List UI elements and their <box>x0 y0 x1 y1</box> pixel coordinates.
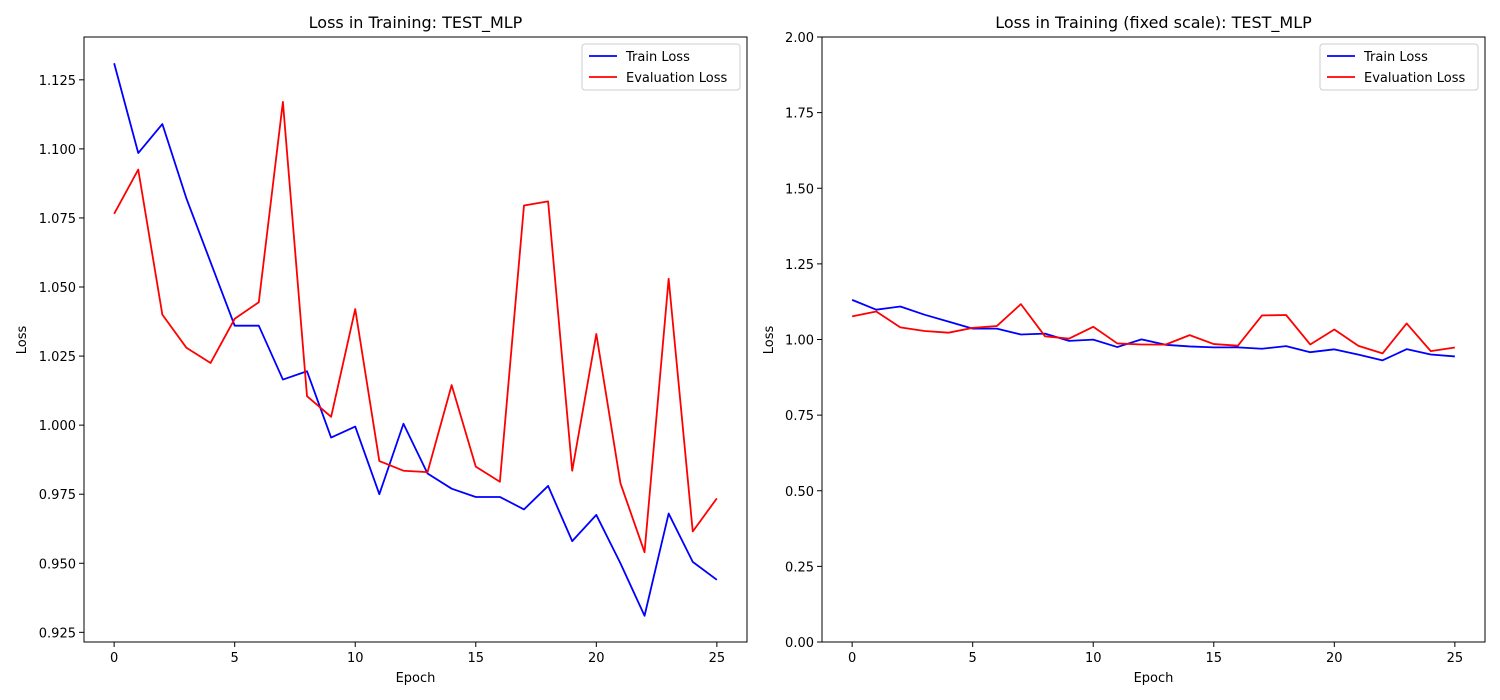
y-tick-label: 1.50 <box>785 182 814 197</box>
y-tick-label: 1.100 <box>39 143 76 158</box>
x-tick-label: 20 <box>1326 651 1343 666</box>
train-loss-line <box>113 63 718 617</box>
legend-label-train: Train Loss <box>1363 50 1428 65</box>
y-tick-label: 0.50 <box>785 485 814 500</box>
x-axis-label: Epoch <box>1134 671 1174 686</box>
y-tick-label: 1.000 <box>39 419 76 434</box>
y-tick-label: 1.075 <box>39 212 76 227</box>
y-tick-label: 1.75 <box>785 107 814 122</box>
plot-frame <box>821 36 1486 643</box>
y-tick-label: 2.00 <box>785 31 814 46</box>
y-tick-label: 1.025 <box>39 350 76 365</box>
x-tick-label: 20 <box>588 651 605 666</box>
y-tick-label: 1.050 <box>39 281 76 296</box>
x-tick-label: 0 <box>110 651 118 666</box>
y-tick-label: 0.950 <box>39 557 76 572</box>
chart-title: Loss in Training (fixed scale): TEST_MLP <box>995 13 1312 33</box>
evaluation-loss-line <box>113 101 718 554</box>
x-tick-label: 5 <box>969 651 977 666</box>
legend-label-eval: Evaluation Loss <box>626 71 727 86</box>
y-tick-label: 0.925 <box>39 626 76 641</box>
legend: Train Loss Evaluation Loss <box>581 43 741 91</box>
x-tick-label: 15 <box>467 651 484 666</box>
loss-chart-right-fixed-scale: Loss in Training (fixed scale): TEST_MLP… <box>762 13 1486 686</box>
legend-label-train: Train Loss <box>625 50 690 65</box>
y-tick-label: 0.75 <box>785 409 814 424</box>
chart-title: Loss in Training: TEST_MLP <box>309 13 523 33</box>
y-axis-label: Loss <box>762 326 777 355</box>
x-tick-label: 25 <box>1447 651 1464 666</box>
loss-chart-left: Loss in Training: TEST_MLP Epoch Loss 0 5… <box>15 13 748 686</box>
x-tick-label: 15 <box>1205 651 1222 666</box>
train-loss-line <box>851 299 1455 362</box>
series-lines <box>113 63 718 617</box>
legend-box <box>581 43 741 91</box>
y-tick-label: 1.00 <box>785 334 814 349</box>
y-tick-label: 0.975 <box>39 488 76 503</box>
axis-ticks: 0 5 10 15 20 25 0.00 0.25 0.50 0.75 1.00 1.25 1.50 1.… <box>785 31 1463 666</box>
y-axis-label: Loss <box>15 326 30 355</box>
evaluation-loss-line <box>851 303 1455 355</box>
axis-ticks: 0 5 10 15 20 25 0.925 0.950 0.975 1.000 1.025 1.050… <box>39 74 725 666</box>
series-lines <box>851 299 1455 362</box>
x-tick-label: 10 <box>1085 651 1102 666</box>
legend: Train Loss Evaluation Loss <box>1319 43 1479 91</box>
y-tick-label: 0.25 <box>785 560 814 575</box>
x-tick-label: 5 <box>231 651 239 666</box>
x-tick-label: 0 <box>848 651 856 666</box>
x-tick-label: 25 <box>709 651 726 666</box>
y-tick-label: 1.125 <box>39 74 76 89</box>
plot-frame <box>83 36 748 643</box>
y-tick-label: 1.25 <box>785 258 814 273</box>
x-tick-label: 10 <box>347 651 364 666</box>
legend-box <box>1319 43 1479 91</box>
legend-label-eval: Evaluation Loss <box>1364 71 1465 86</box>
x-axis-label: Epoch <box>396 671 436 686</box>
y-tick-label: 0.00 <box>785 636 814 651</box>
